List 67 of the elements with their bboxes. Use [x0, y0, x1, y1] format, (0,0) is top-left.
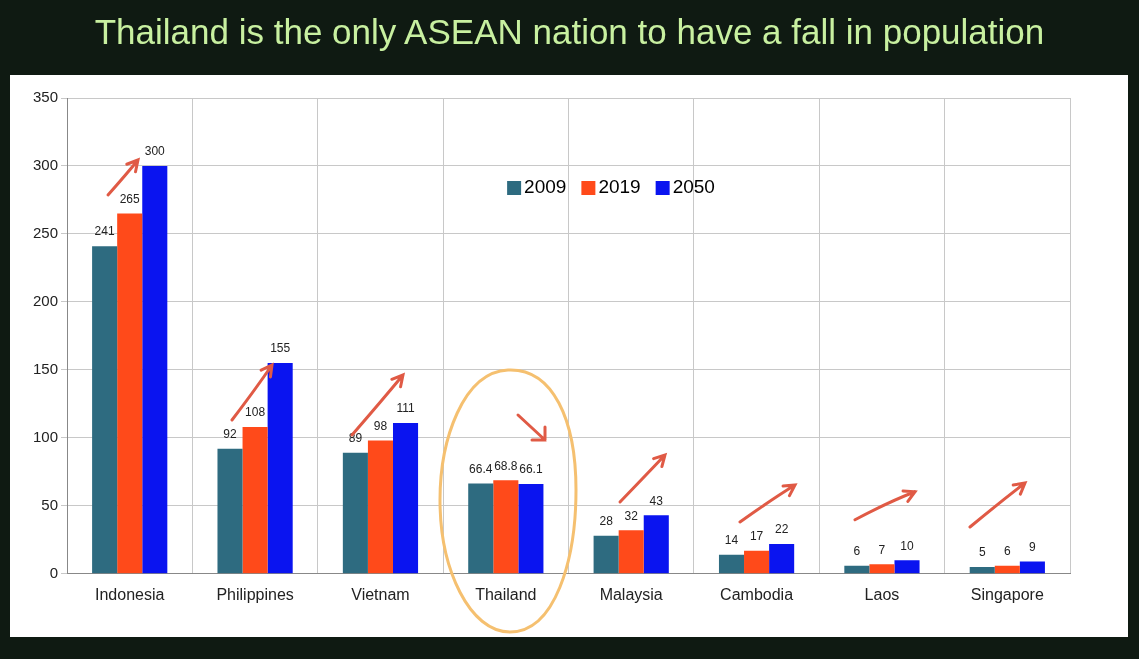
data-label: 300	[144, 144, 166, 159]
y-tick-label: 200	[33, 292, 59, 310]
bar	[267, 363, 293, 574]
data-label: 32	[624, 508, 639, 523]
data-label: 5	[978, 545, 986, 560]
bar	[844, 565, 870, 574]
y-tick-label: 300	[33, 156, 59, 174]
data-label: 111	[396, 401, 415, 416]
data-label: 108	[245, 405, 266, 420]
bar	[593, 535, 619, 574]
data-label: 98	[373, 418, 388, 433]
data-label: 241	[94, 224, 115, 239]
bar	[718, 554, 745, 574]
bar	[894, 560, 920, 574]
data-label: 155	[270, 341, 291, 356]
bar	[468, 483, 494, 574]
bar	[217, 448, 243, 574]
data-label: 7	[878, 542, 886, 557]
legend-label: 2019	[598, 176, 641, 198]
data-label: 6	[853, 543, 861, 558]
y-tick-label: 150	[33, 360, 59, 378]
y-tick-label: 100	[33, 428, 59, 445]
bar	[117, 213, 143, 574]
bar	[342, 452, 368, 574]
chart-title: Thailand is the only ASEAN nation to have a fall in population	[93, 12, 1046, 52]
bar	[744, 550, 770, 574]
x-tick-label: Laos	[864, 585, 900, 603]
x-tick-label: Vietnam	[351, 585, 410, 603]
y-tick-label: 250	[33, 224, 59, 242]
bar	[367, 440, 393, 574]
bar	[769, 543, 795, 574]
y-tick-label: 50	[41, 495, 59, 513]
data-label: 14	[724, 533, 739, 548]
bar	[969, 567, 995, 574]
bar	[618, 530, 644, 574]
data-label: 265	[119, 191, 141, 206]
bar	[869, 564, 895, 574]
bar	[994, 565, 1020, 574]
data-label: 9	[1029, 539, 1037, 554]
data-label: 28	[599, 514, 614, 529]
bar	[493, 480, 519, 574]
x-tick-label: Indonesia	[95, 585, 165, 603]
bar	[643, 515, 669, 574]
data-label: 66.1	[519, 462, 543, 477]
bar	[392, 422, 419, 574]
bar	[92, 246, 118, 574]
x-tick-label: Cambodia	[720, 585, 794, 603]
data-label: 66.4	[469, 461, 493, 476]
x-tick-label: Singapore	[970, 585, 1044, 603]
bar	[242, 426, 268, 574]
x-tick-label: Thailand	[475, 585, 537, 603]
data-label: 6	[1003, 543, 1011, 558]
x-tick-label: Philippines	[216, 585, 294, 603]
y-tick-label: 350	[33, 88, 59, 106]
legend-label: 2050	[672, 176, 715, 198]
data-label: 68.8	[494, 458, 518, 473]
data-label: 17	[749, 529, 764, 543]
data-label: 43	[649, 493, 664, 508]
x-tick-label: Malaysia	[599, 585, 663, 603]
data-label: 22	[774, 522, 789, 537]
data-label: 10	[900, 538, 915, 553]
y-tick-label: 0	[49, 563, 59, 581]
data-label: 92	[223, 427, 237, 442]
legend-label: 2009	[524, 176, 567, 198]
bar	[1019, 561, 1045, 574]
bar	[518, 483, 544, 574]
bar	[142, 165, 168, 574]
